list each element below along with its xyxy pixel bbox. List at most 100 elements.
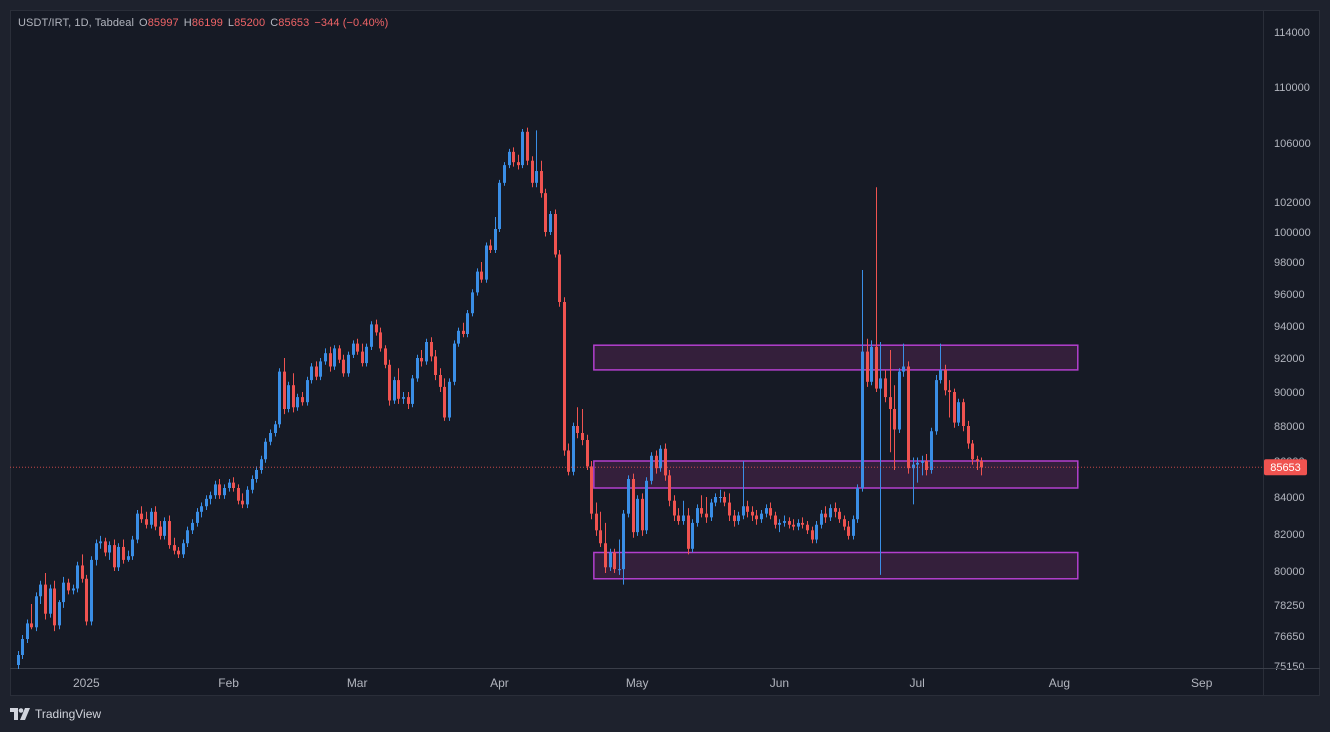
candle-body [356,343,359,352]
candle-body [95,543,98,560]
candle-body [251,479,254,490]
candle-body [962,402,965,426]
candle-body [329,353,332,367]
candle-body [108,545,111,553]
time-axis[interactable]: 2025 Feb Mar Apr May Jun Jul Aug Sep [10,668,1320,691]
candle-body [907,366,910,469]
candle-body [439,375,442,387]
candle-body [39,584,42,597]
price-tick-label: 80000 [1274,566,1305,578]
change-value: −344 (−0.40%) [314,17,389,29]
candle-body [531,160,534,183]
price-tick-label: 92000 [1274,353,1305,365]
candle-body [893,409,896,430]
candle-body [384,348,387,365]
candle-body [590,466,593,514]
candle-body [847,526,850,536]
candle-body [85,578,88,622]
candle-body [462,330,465,334]
candle-body [705,513,708,518]
candle-body [792,524,795,527]
candle-body [104,541,107,553]
candle-body [397,380,400,399]
candle-body [388,364,391,401]
price-tick-label: 100000 [1274,227,1311,239]
candle-body [17,655,20,665]
candle-body [264,441,267,460]
candle-body [540,171,543,194]
candle-body [333,348,336,367]
price-tick-label: 78250 [1274,600,1305,612]
candle-body [260,459,263,470]
candle-body [416,358,419,379]
candle-body [117,546,120,568]
candle-body [902,366,905,372]
candle-body [90,559,93,622]
candle-body [691,522,694,549]
candle-body [746,506,749,512]
candle-body [145,519,148,525]
candle-body [595,513,598,531]
candle-body [581,433,584,440]
candle-body [361,351,364,364]
candle-body [558,254,561,302]
candle-body [898,371,901,430]
candle-body [287,385,290,409]
candle-body [852,519,855,536]
price-tick-label: 102000 [1274,197,1311,209]
time-tick-label: May [626,676,649,690]
candle-body [517,162,520,166]
candle-body [150,511,153,525]
candle-body [820,513,823,525]
price-tick-label: 94000 [1274,321,1305,333]
price-tick-label: 90000 [1274,387,1305,399]
candle-body [177,550,180,555]
candle-body [498,182,501,229]
candle-body [714,497,717,503]
candle-body [953,392,956,423]
price-axis[interactable]: 7515076650782508000082000840008600088000… [1263,10,1311,696]
candle-body [347,354,350,374]
candle-body [53,588,56,626]
time-tick-label: Aug [1049,676,1070,690]
candle-body [466,313,469,334]
low-value: 85200 [234,17,266,29]
candle-body [255,470,258,479]
candle-body [641,498,644,531]
candle-body [241,500,244,505]
time-tick-label: Mar [347,676,368,690]
candle-body [687,515,690,549]
candle-body [191,522,194,531]
candle-body [774,515,777,525]
candle-body [921,461,924,463]
candle-body [815,524,818,540]
open-label: O [139,17,148,29]
candle-body [866,351,869,382]
candle-body [127,556,130,560]
candle-body [140,513,143,520]
candle-body [935,380,938,432]
candle-body [218,484,221,496]
candle-body [622,513,625,570]
last-price-layer: 85653 [10,459,1307,476]
candle-body [618,569,621,571]
candle-body [696,508,699,523]
candle-body [930,431,933,470]
candle-body [755,515,758,520]
candle-body [957,402,960,423]
tradingview-logo-text: TradingView [35,707,102,721]
candle-body [411,378,414,404]
time-tick-label: Sep [1191,676,1213,690]
candle-body [710,502,713,518]
time-tick-label: Jun [770,676,789,690]
tradingview-logo[interactable]: TradingView [10,706,101,722]
candle-body [967,426,970,444]
candle-body [182,543,185,555]
candle-body [21,639,24,655]
candlestick-chart[interactable]: 7515076650782508000082000840008600088000… [10,10,1320,696]
candle-body [81,565,84,579]
candle-body [870,346,873,382]
candle-body [549,214,552,232]
close-value: 85653 [278,17,310,29]
candle-body [292,385,295,408]
